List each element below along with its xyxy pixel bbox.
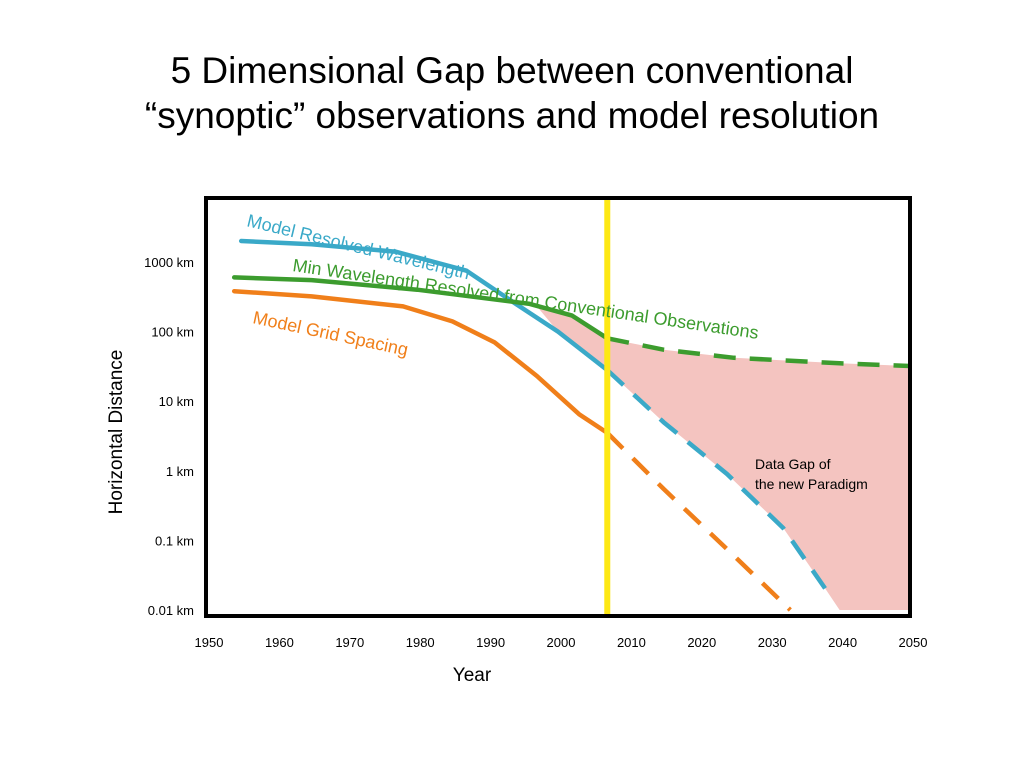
y-tick-label: 0.1 km xyxy=(155,533,194,548)
gap-label-line-2: the new Paradigm xyxy=(755,476,868,492)
y-tick-label: 0.01 km xyxy=(148,603,194,618)
series-1-solid-line xyxy=(231,275,610,341)
y-tick-label: 100 km xyxy=(151,325,194,340)
y-tick-label: 1000 km xyxy=(144,255,194,270)
plot-frame xyxy=(204,196,912,618)
slide-title-line-1: 5 Dimensional Gap between conventional xyxy=(170,50,854,91)
x-tick-label: 2010 xyxy=(617,635,646,650)
slide-title-line-2: “synoptic” observations and model resolu… xyxy=(144,95,880,136)
gap-label-line-1: Data Gap of xyxy=(755,456,831,472)
series-2-label: Model Grid Spacing xyxy=(251,307,410,359)
y-axis-label: Horizontal Distance xyxy=(106,350,127,515)
x-tick-label: 2050 xyxy=(899,635,928,650)
x-tick-label: 1950 xyxy=(195,635,224,650)
data-gap-region xyxy=(536,306,910,610)
x-tick-label: 1970 xyxy=(335,635,364,650)
series-2-dashed-line xyxy=(605,431,792,612)
x-tick-label: 2040 xyxy=(828,635,857,650)
series-0-dashed-line xyxy=(605,368,828,591)
x-tick-label: 2030 xyxy=(758,635,787,650)
y-tick-label: 10 km xyxy=(159,394,194,409)
series-0-solid-line xyxy=(238,238,610,373)
x-tick-label: 1990 xyxy=(476,635,505,650)
x-tick-label: 1980 xyxy=(406,635,435,650)
series-2-solid-line xyxy=(231,288,610,436)
y-tick-label: 1 km xyxy=(166,464,194,479)
x-tick-label: 2000 xyxy=(547,635,576,650)
slide-title: 5 Dimensional Gap between conventional “… xyxy=(0,48,1024,138)
series-1-dashed-line xyxy=(606,336,911,369)
x-axis-label: Year xyxy=(453,665,492,686)
x-tick-label: 1960 xyxy=(265,635,294,650)
x-tick-label: 2020 xyxy=(687,635,716,650)
